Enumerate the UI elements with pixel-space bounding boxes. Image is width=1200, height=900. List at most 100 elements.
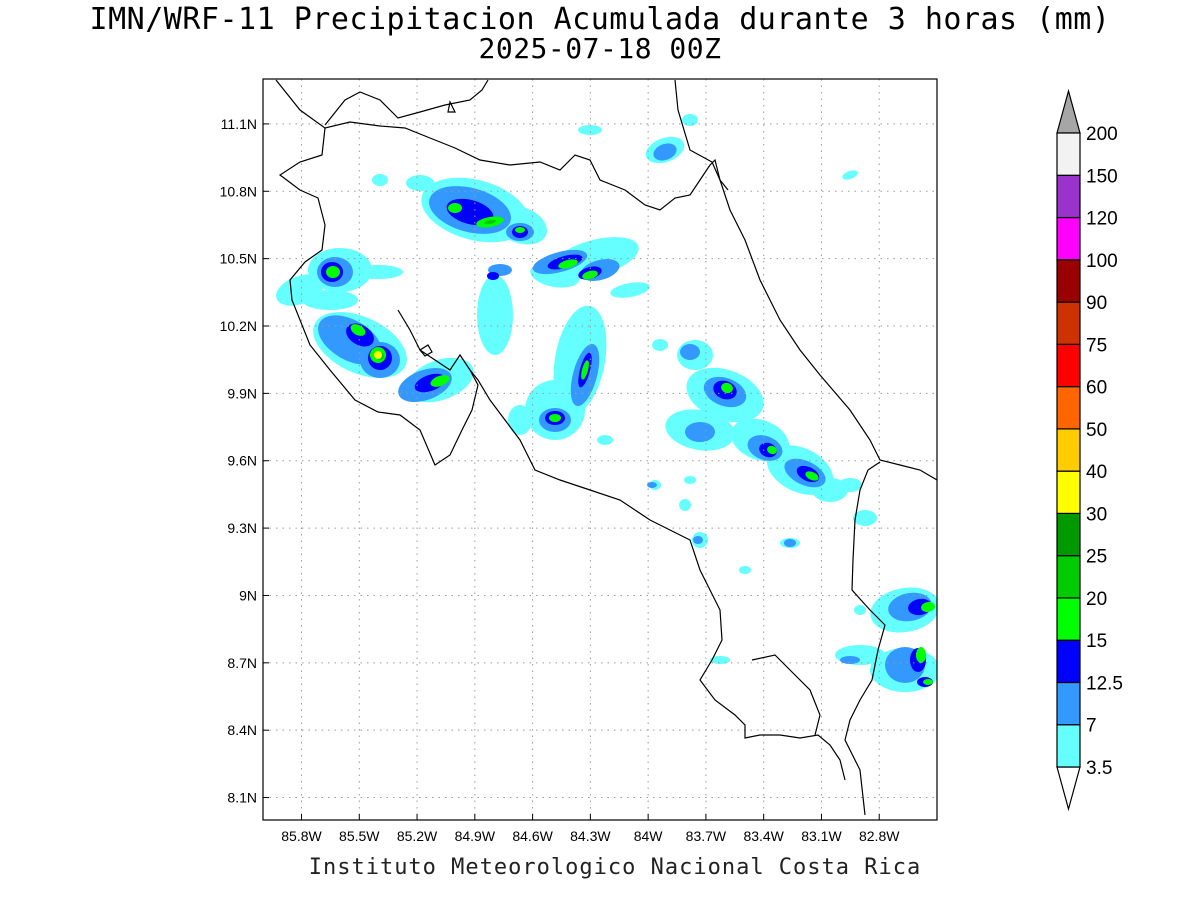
colorbar-label: 15	[1086, 631, 1107, 652]
precip-area	[842, 170, 858, 180]
colorbar-label: 100	[1086, 251, 1118, 272]
precip-area	[350, 324, 366, 336]
credit-text: Instituto Meteorologico Nacional Costa R…	[308, 855, 922, 880]
colorbar-label: 120	[1086, 209, 1118, 230]
lat-lon-grid	[263, 79, 937, 820]
colorbar-label: 75	[1086, 335, 1107, 356]
precip-area	[684, 476, 696, 484]
precip-area	[682, 114, 698, 126]
colorbar-segment	[1056, 259, 1081, 303]
x-tick-label: 85.5W	[339, 828, 380, 844]
precip-area	[685, 422, 715, 442]
precip-area	[578, 125, 602, 135]
coastline-isla	[419, 344, 433, 357]
y-tick-label: 8.4N	[227, 722, 257, 738]
axis-tick-labels: 85.8W 85.5W 85.2W 84.9W 84.6W 84.3W 84W 83.7W 83…	[220, 116, 901, 844]
plot-frame	[262, 78, 938, 821]
y-tick-label: 10.2N	[220, 318, 257, 334]
y-tick-label: 11.1N	[221, 116, 257, 132]
colorbar-label: 30	[1086, 504, 1107, 525]
precip-area	[853, 510, 877, 526]
precip-area	[680, 344, 700, 360]
precip-area	[508, 405, 532, 435]
y-tick-label: 9.6N	[227, 453, 257, 469]
map-subtitle: 2025-07-18 00Z	[478, 32, 722, 65]
x-tick-label: 82.8W	[859, 828, 900, 844]
coastline-lake-island	[447, 100, 456, 113]
precip-area	[487, 272, 499, 280]
precip-area	[767, 445, 777, 455]
y-tick-label: 10.8N	[220, 183, 257, 199]
colorbar-segment	[1056, 386, 1081, 430]
precip-area	[515, 227, 525, 233]
colorbar-segment	[1056, 639, 1081, 684]
precip-area	[326, 266, 340, 278]
coastline-north	[275, 79, 479, 466]
precip-area	[854, 605, 866, 615]
precip-area	[610, 282, 650, 298]
colorbar-max-triangle	[1056, 88, 1081, 134]
x-tick-label: 84.6W	[512, 828, 553, 844]
colorbar-label: 200	[1086, 124, 1118, 145]
y-tick-label: 9.3N	[227, 520, 257, 536]
precip-area	[916, 647, 926, 663]
colorbar-label: 150	[1086, 166, 1118, 187]
coastline-nicoya-gulf	[397, 309, 471, 371]
colorbar-legend: 3.5 7 12.5 15 20 25 30 40 50 60 75 90 100 120 150 200	[1056, 88, 1123, 812]
colorbar-segment	[1056, 132, 1081, 176]
precip-area	[374, 351, 382, 359]
x-tick-label: 83.4W	[743, 828, 784, 844]
precip-area	[558, 259, 578, 269]
y-tick-label: 10.5N	[220, 251, 257, 267]
x-tick-label: 83.7W	[686, 828, 727, 844]
precip-area	[581, 360, 589, 380]
colorbar-segment	[1056, 428, 1081, 472]
precip-area	[710, 656, 730, 664]
precip-area	[477, 275, 513, 355]
precip-area	[597, 435, 613, 445]
precip-area	[838, 478, 862, 492]
precip-area	[653, 143, 677, 161]
colorbar-segment	[1056, 555, 1081, 599]
colorbar-label: 3.5	[1086, 758, 1112, 779]
precip-area	[430, 375, 450, 387]
colorbar-segment	[1056, 174, 1081, 219]
colorbar-segment	[1056, 216, 1081, 261]
precip-area	[721, 382, 733, 394]
colorbar-segment	[1056, 470, 1081, 514]
precip-area	[353, 265, 403, 279]
colorbar-label: 90	[1086, 293, 1107, 314]
y-tick-label: 8.7N	[227, 655, 257, 671]
x-tick-label: 85.8W	[281, 828, 322, 844]
precip-area	[679, 499, 691, 511]
precip-area	[923, 679, 933, 685]
colorbar-label: 7	[1086, 716, 1097, 737]
border-panama	[844, 461, 886, 816]
x-tick-label: 84.3W	[570, 828, 611, 844]
colorbar-segment	[1056, 724, 1081, 768]
precip-area	[484, 219, 496, 225]
precip-area	[921, 601, 935, 613]
precip-area	[302, 290, 358, 310]
colorbar-label: 50	[1086, 420, 1107, 441]
precip-area	[840, 656, 860, 664]
coastline-pacific	[469, 369, 846, 781]
x-tick-label: 83.1W	[801, 828, 842, 844]
colorbar-segment	[1056, 597, 1081, 641]
colorbar-segment	[1056, 301, 1081, 345]
colorbar-label: 20	[1086, 589, 1107, 610]
colorbar-min-triangle	[1056, 766, 1081, 812]
colorbar-segment	[1056, 512, 1081, 557]
precip-area	[693, 536, 703, 544]
precip-area	[647, 482, 657, 488]
colorbar-label: 12.5	[1086, 673, 1123, 694]
coastline-nicaragua-lake	[324, 79, 489, 126]
precip-area	[406, 175, 434, 191]
border-nicaragua	[324, 121, 729, 211]
colorbar-label: 25	[1086, 547, 1107, 568]
x-tick-label: 84W	[634, 828, 664, 844]
precip-area	[784, 539, 796, 547]
colorbar-segment	[1056, 343, 1081, 388]
colorbar-label: 60	[1086, 378, 1107, 399]
